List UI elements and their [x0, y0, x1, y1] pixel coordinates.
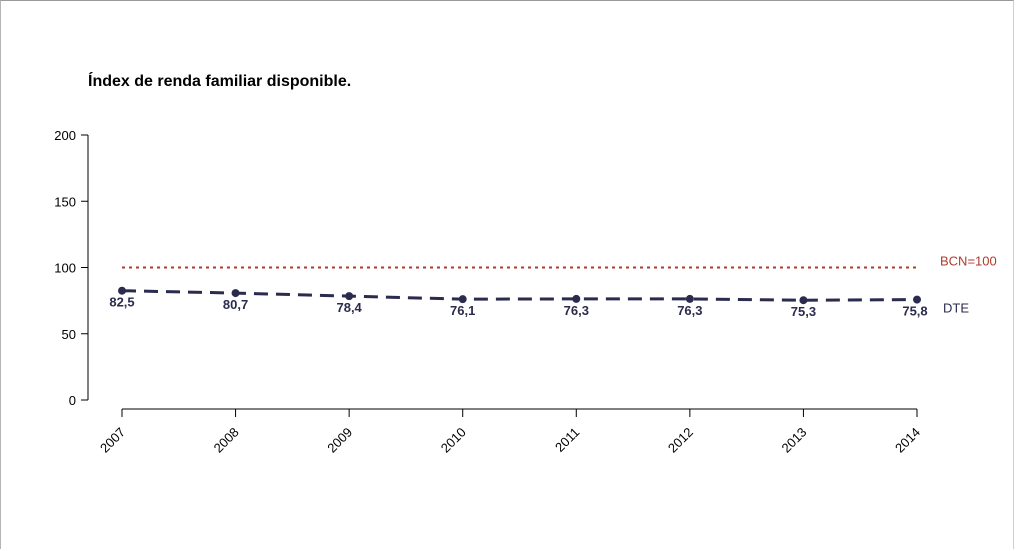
- data-label: 76,1: [450, 303, 475, 318]
- x-tick-label: 2007: [97, 425, 128, 456]
- data-label: 76,3: [677, 303, 702, 318]
- data-point: [118, 286, 126, 295]
- x-tick-label: 2011: [552, 425, 582, 455]
- data-point: [345, 292, 354, 301]
- y-tick-label: 50: [62, 327, 76, 342]
- data-point: [458, 295, 467, 304]
- series-label-dte: DTE: [943, 301, 969, 316]
- y-tick-label: 0: [69, 393, 76, 408]
- data-label: 82,5: [109, 295, 134, 310]
- reference-line-label: BCN=100: [940, 254, 997, 269]
- series-data-labels: 82,5 80,7 78,4 76,1 76,3 76,3 75,3 75,8: [109, 295, 927, 320]
- x-tick-label: 2012: [665, 425, 696, 456]
- series-line-dte: [121, 289, 918, 302]
- data-point: [913, 295, 921, 304]
- data-point: [799, 296, 808, 305]
- x-tick-label: 2008: [211, 425, 242, 456]
- data-point: [685, 294, 694, 303]
- x-tick-label: 2010: [438, 425, 469, 456]
- data-label: 75,8: [902, 304, 927, 319]
- x-tick-label: 2014: [892, 425, 923, 456]
- data-label: 80,7: [223, 297, 248, 312]
- data-label: 76,3: [564, 303, 589, 318]
- x-ticks: 2007 2008 2009 2010 2011 2012 2013 2014: [97, 409, 923, 456]
- data-point: [231, 289, 240, 298]
- data-point: [572, 294, 581, 303]
- y-tick-label: 100: [54, 261, 76, 276]
- x-tick-label: 2009: [324, 425, 355, 456]
- chart-title: Índex de renda familiar disponible.: [88, 71, 351, 90]
- series-points: [118, 286, 921, 305]
- y-ticks: 0 50 100 150 200: [54, 128, 88, 408]
- x-tick-label: 2013: [778, 425, 809, 456]
- y-tick-label: 150: [54, 194, 76, 209]
- data-label: 75,3: [791, 304, 816, 319]
- data-label: 78,4: [336, 300, 362, 315]
- y-tick-label: 200: [54, 128, 76, 143]
